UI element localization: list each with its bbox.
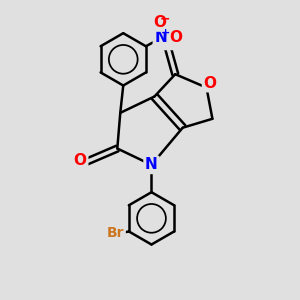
Text: O: O [203, 76, 217, 91]
Text: O: O [160, 33, 173, 48]
Text: N: N [145, 158, 158, 172]
Text: O: O [74, 153, 87, 168]
Text: +: + [161, 28, 170, 38]
Text: O: O [153, 15, 166, 30]
Text: Br: Br [107, 226, 124, 240]
Text: N: N [154, 30, 167, 45]
Text: −: − [159, 12, 170, 26]
Text: O: O [170, 30, 183, 45]
